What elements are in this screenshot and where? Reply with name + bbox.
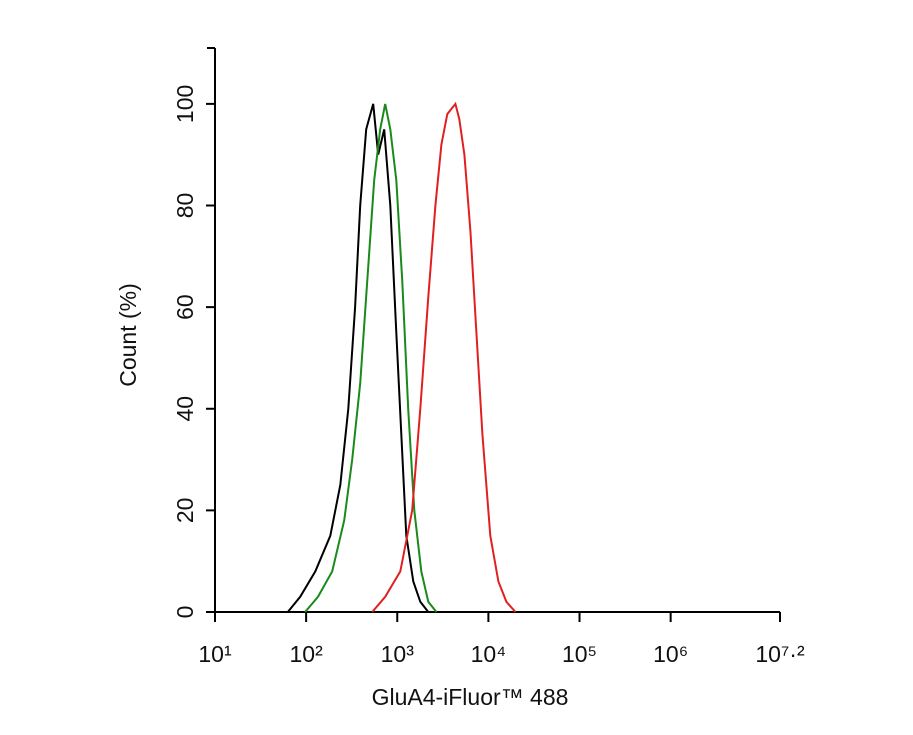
x-tick-label: 10⁴ — [471, 641, 506, 667]
histogram-line — [371, 101, 517, 613]
y-tick-label: 80 — [172, 193, 198, 219]
y-axis-label: Count (%) — [115, 283, 141, 387]
x-tick-label: 10² — [290, 641, 324, 667]
x-axis-label: GluA4-iFluor™ 488 — [372, 684, 569, 710]
y-tick-label: 60 — [172, 294, 198, 320]
x-tick-label: 10⁶ — [653, 641, 688, 667]
histogram-line — [304, 103, 438, 613]
y-tick-label: 100 — [172, 85, 198, 123]
y-tick-label: 20 — [172, 498, 198, 524]
y-tick-label: 0 — [172, 606, 198, 619]
x-tick-label: 10⁷·² — [755, 641, 805, 667]
x-tick-label: 10³ — [381, 641, 415, 667]
x-tick-label: 10⁵ — [562, 641, 597, 667]
x-tick-label: 10¹ — [198, 641, 232, 667]
y-tick-label: 40 — [172, 396, 198, 422]
